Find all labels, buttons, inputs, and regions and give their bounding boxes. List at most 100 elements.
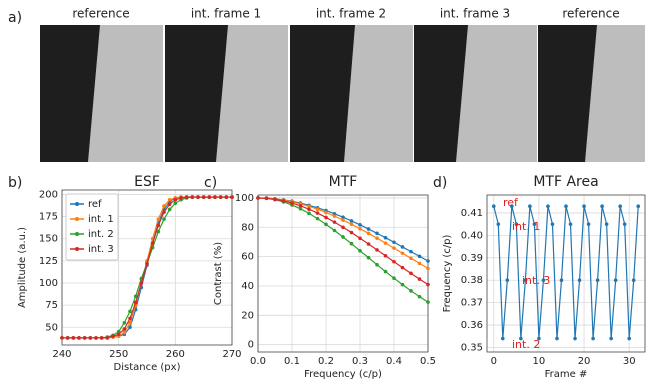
frame-image <box>538 25 645 162</box>
y-tick-label: 0.37 <box>461 298 483 309</box>
x-tick-label: 0.3 <box>352 356 368 367</box>
x-tick-label: 0.0 <box>250 356 266 367</box>
y-axis-label: Frequency (c/p) <box>442 234 453 312</box>
frame-image <box>290 25 413 162</box>
y-tick-label: 125 <box>39 256 58 267</box>
data-point <box>162 210 166 214</box>
data-point <box>341 225 345 229</box>
legend-label: int. 3 <box>88 244 114 255</box>
data-point <box>506 278 510 282</box>
data-point <box>551 222 555 226</box>
data-point <box>426 283 430 287</box>
data-point <box>375 263 379 267</box>
data-point <box>185 195 189 199</box>
data-point <box>174 198 178 202</box>
data-point <box>162 204 166 208</box>
chart-title: ESF <box>134 174 160 190</box>
y-tick-label: 80 <box>241 222 254 233</box>
data-point <box>401 251 405 255</box>
data-point <box>324 223 328 227</box>
data-point <box>418 277 422 281</box>
data-point <box>225 195 229 199</box>
data-point <box>367 231 371 235</box>
data-point <box>174 201 178 205</box>
y-tick-label: 40 <box>241 281 254 292</box>
data-point <box>367 227 371 231</box>
y-tick-label: 175 <box>39 212 58 223</box>
y-axis-label: Amplitude (a.u.) <box>17 227 28 308</box>
x-tick-label: 0.1 <box>284 356 300 367</box>
panel-label: b) <box>8 175 22 191</box>
data-point <box>605 222 609 226</box>
frame-image <box>40 25 163 162</box>
data-point <box>375 231 379 235</box>
data-point <box>367 242 371 246</box>
frame-label: reference <box>72 7 129 21</box>
y-tick-label: 0.39 <box>461 253 483 264</box>
data-point <box>392 260 396 264</box>
y-tick-label: 20 <box>241 310 254 321</box>
data-point <box>573 337 577 341</box>
data-point <box>111 334 115 338</box>
data-point <box>191 195 195 199</box>
data-point <box>587 222 591 226</box>
data-point <box>426 300 430 304</box>
annotation: int. 1 <box>512 220 540 233</box>
data-point <box>401 283 405 287</box>
data-point <box>614 278 618 282</box>
x-tick-label: 0.5 <box>420 356 436 367</box>
data-point <box>623 222 627 226</box>
data-point <box>418 295 422 299</box>
data-point <box>350 219 354 223</box>
data-point <box>627 337 631 341</box>
data-point <box>179 196 183 200</box>
data-point <box>358 227 362 231</box>
data-point <box>123 321 127 325</box>
data-point <box>83 336 87 340</box>
panel-label: a) <box>8 10 22 26</box>
data-point <box>100 336 104 340</box>
data-point <box>128 317 132 321</box>
legend-label: int. 2 <box>88 229 114 240</box>
edge-images <box>40 25 645 162</box>
legend-marker <box>75 232 79 236</box>
y-tick-label: 0.41 <box>461 208 483 219</box>
data-point <box>401 245 405 249</box>
chart-title: MTF Area <box>533 174 598 190</box>
data-point <box>219 195 223 199</box>
data-point <box>134 301 138 305</box>
annotation: int. 2 <box>512 338 540 351</box>
data-point <box>564 204 568 208</box>
data-point <box>409 256 413 260</box>
data-point <box>256 196 260 200</box>
data-point <box>596 278 600 282</box>
data-point <box>600 204 604 208</box>
data-point <box>384 241 388 245</box>
x-tick-label: 270 <box>222 349 241 360</box>
legend-marker <box>75 202 79 206</box>
data-point <box>350 222 354 226</box>
data-point <box>72 336 76 340</box>
data-point <box>307 207 311 211</box>
y-tick-label: 60 <box>241 252 254 263</box>
data-point <box>409 272 413 276</box>
panel-label: c) <box>204 175 217 191</box>
data-point <box>409 250 413 254</box>
data-point <box>282 199 286 203</box>
legend-label: int. 1 <box>88 214 114 225</box>
y-tick-label: 50 <box>45 322 58 333</box>
x-tick-label: 250 <box>109 349 128 360</box>
data-point <box>128 310 132 314</box>
legend-label: ref <box>88 199 102 210</box>
data-point <box>265 196 269 200</box>
data-point <box>196 195 200 199</box>
frame-label: reference <box>562 7 619 21</box>
y-tick-label: 200 <box>39 189 58 200</box>
data-point <box>316 217 320 221</box>
data-point <box>290 201 294 205</box>
data-point <box>89 336 93 340</box>
annotation: int. 3 <box>522 274 550 287</box>
data-point <box>157 224 161 228</box>
data-point <box>123 327 127 331</box>
data-point <box>384 254 388 258</box>
